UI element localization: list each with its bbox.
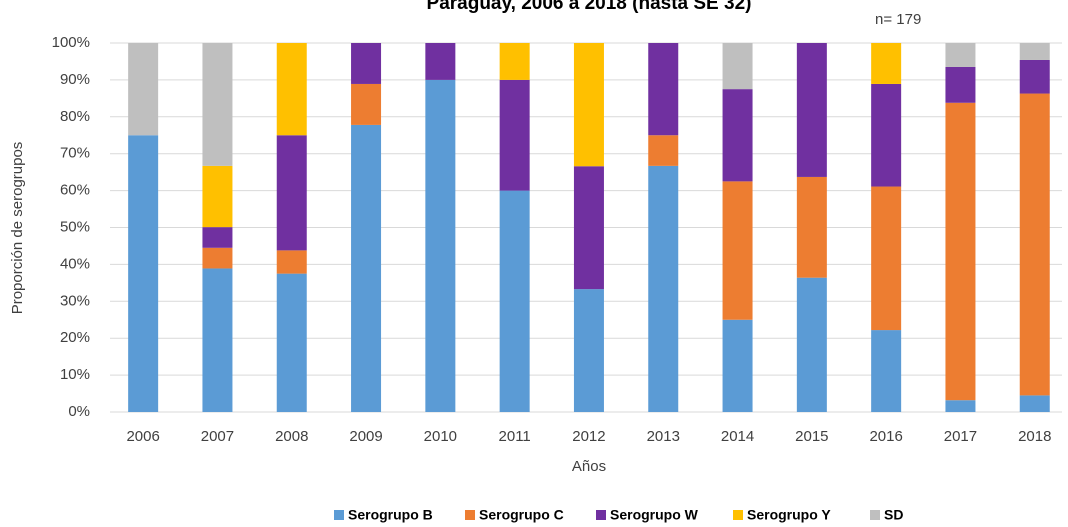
bar-segment	[648, 135, 679, 166]
legend-label: SD	[884, 507, 903, 523]
bar-segment	[722, 89, 753, 182]
x-tick-label: 2014	[721, 428, 754, 445]
bar-segment	[128, 135, 159, 412]
chart-title: Paraguay, 2006 a 2018 (hasta SE 32)	[427, 0, 752, 14]
x-tick-label: 2008	[275, 428, 308, 445]
bar-segment	[945, 66, 976, 103]
bar-segment	[573, 166, 604, 290]
legend-swatch	[334, 510, 344, 520]
x-tick-label: 2015	[795, 428, 828, 445]
legend-swatch	[733, 510, 743, 520]
bar-segment	[128, 43, 159, 136]
legend-label: Serogrupo W	[610, 507, 699, 523]
bar-segment	[871, 43, 902, 84]
legend-swatch	[596, 510, 606, 520]
bar-segment	[796, 277, 827, 412]
bar-segment	[573, 43, 604, 167]
bar-segment	[499, 43, 530, 80]
bar-segment	[1019, 93, 1050, 396]
bar-segment	[276, 250, 307, 274]
bar-segment	[499, 79, 530, 191]
bar-segment	[1019, 395, 1050, 412]
bar-segment	[425, 79, 456, 413]
bar-segment	[871, 83, 902, 187]
bar-segment	[202, 268, 233, 412]
y-tick-label: 10%	[60, 366, 90, 383]
bar-segment	[202, 165, 233, 228]
y-tick-label: 100%	[52, 34, 90, 51]
x-axis-label: Años	[572, 458, 606, 475]
x-tick-label: 2016	[869, 428, 902, 445]
bar-segment	[871, 330, 902, 412]
bar-segment	[573, 289, 604, 412]
y-axis-label: Proporción de serogrupos	[9, 142, 26, 315]
bar-segment	[722, 319, 753, 412]
bar-segment	[202, 227, 233, 248]
bar-segment	[351, 124, 382, 412]
y-tick-label: 0%	[68, 403, 90, 420]
bar-segment	[276, 273, 307, 412]
bar-segment	[796, 176, 827, 278]
legend-label: Serogrupo C	[479, 507, 564, 523]
bar-segment	[425, 43, 456, 80]
bar-segment	[648, 43, 679, 136]
bar-segment	[796, 43, 827, 177]
bar-segment	[1019, 59, 1050, 94]
y-tick-label: 30%	[60, 292, 90, 309]
bar-segment	[1019, 43, 1050, 60]
bar-segment	[499, 190, 530, 412]
bar-segment	[648, 165, 679, 412]
bar-segment	[276, 43, 307, 136]
x-tick-label: 2018	[1018, 428, 1051, 445]
legend-label: Serogrupo B	[348, 507, 433, 523]
x-tick-label: 2017	[944, 428, 977, 445]
y-tick-label: 50%	[60, 218, 90, 235]
y-tick-label: 70%	[60, 145, 90, 162]
x-tick-label: 2010	[424, 428, 457, 445]
legend-label: Serogrupo Y	[747, 507, 831, 523]
x-tick-label: 2006	[126, 428, 159, 445]
y-tick-label: 40%	[60, 255, 90, 272]
bar-segment	[351, 83, 382, 125]
y-tick-label: 80%	[60, 108, 90, 125]
bar-segment	[945, 43, 976, 67]
x-tick-label: 2009	[349, 428, 382, 445]
y-tick-label: 60%	[60, 182, 90, 199]
bar-segment	[945, 102, 976, 401]
y-tick-label: 20%	[60, 329, 90, 346]
bar-segment	[722, 43, 753, 90]
annotation: n= 179	[875, 11, 921, 28]
y-tick-label: 90%	[60, 71, 90, 88]
bar-segment	[871, 186, 902, 331]
x-tick-label: 2007	[201, 428, 234, 445]
bar-segment	[202, 43, 233, 166]
bar-segment	[945, 400, 976, 412]
legend-swatch	[870, 510, 880, 520]
bar-segment	[722, 181, 753, 320]
x-tick-label: 2013	[647, 428, 680, 445]
bar-segment	[351, 43, 382, 84]
x-tick-label: 2011	[499, 428, 531, 445]
bar-segment	[276, 135, 307, 251]
bar-segment	[202, 247, 233, 269]
x-tick-label: 2012	[572, 428, 605, 445]
legend-swatch	[465, 510, 475, 520]
